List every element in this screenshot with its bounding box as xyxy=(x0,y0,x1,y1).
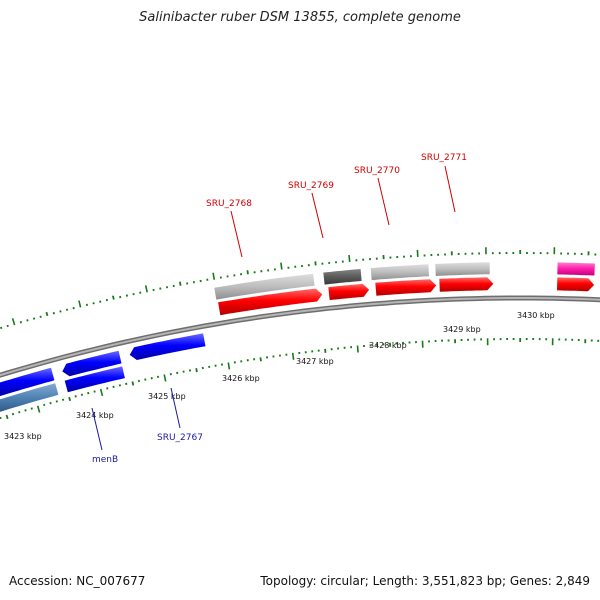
minor-tick xyxy=(65,308,69,311)
gene-label: SRU_2768 xyxy=(206,199,252,209)
major-tick xyxy=(144,285,148,293)
gene-feature xyxy=(435,262,490,276)
scale-label: 3423 kbp xyxy=(4,432,42,441)
minor-tick xyxy=(45,311,49,317)
map-title: Salinibacter ruber DSM 13855, complete g… xyxy=(139,10,461,25)
minor-tick xyxy=(179,281,182,286)
lower-tick-ring xyxy=(0,338,600,420)
minor-tick xyxy=(246,270,249,275)
label-leader xyxy=(311,192,324,239)
minor-tick xyxy=(39,315,42,318)
major-tick xyxy=(348,254,351,262)
minor-tick xyxy=(112,295,115,300)
gene-feature xyxy=(64,366,125,393)
reverse-cds-arrow xyxy=(62,350,122,377)
forward-cds-arrow xyxy=(439,277,494,292)
major-tick xyxy=(227,362,231,370)
minor-tick xyxy=(0,416,2,420)
scale-label: 3424 kbp xyxy=(76,411,114,420)
label-leader xyxy=(170,387,181,429)
gene-label: SRU_2769 xyxy=(288,181,334,191)
minor-tick xyxy=(0,326,3,330)
backbone-line xyxy=(0,297,600,377)
minor-tick xyxy=(49,401,52,405)
topology-text: Topology: circular; Length: 3,551,823 bp… xyxy=(260,574,590,588)
minor-tick xyxy=(85,303,89,307)
minor-tick xyxy=(19,320,22,324)
scale-label: 3425 kbp xyxy=(148,392,186,401)
minor-tick xyxy=(68,396,72,402)
gene-feature xyxy=(323,269,362,285)
minor-tick xyxy=(72,306,75,310)
minor-tick xyxy=(125,382,128,386)
minor-tick xyxy=(26,319,29,322)
minor-tick xyxy=(43,403,46,407)
gene-labels: SRU_2768 SRU_2769 SRU_2770 SRU_2771 menB… xyxy=(91,153,467,465)
reverse-cds-arrow xyxy=(0,367,55,397)
minor-tick xyxy=(52,311,55,315)
major-tick xyxy=(11,318,16,326)
forward-cds-arrow xyxy=(557,277,595,292)
minor-tick xyxy=(32,317,36,320)
gene-label: menB xyxy=(92,455,118,465)
major-tick xyxy=(212,272,216,280)
minor-tick xyxy=(55,400,58,403)
scale-label: 3427 kbp xyxy=(296,357,334,366)
scale-label: 3426 kbp xyxy=(222,374,260,383)
upper-tick-ring xyxy=(0,247,597,330)
label-leader xyxy=(230,210,243,258)
gene-label: SRU_2770 xyxy=(354,166,400,176)
minor-tick xyxy=(5,414,9,420)
major-tick xyxy=(280,262,283,270)
gene-label: SRU_2767 xyxy=(157,433,203,443)
minor-tick xyxy=(11,412,15,416)
minor-tick xyxy=(87,391,90,395)
gene-feature xyxy=(0,383,59,412)
accession-text: Accession: NC_007677 xyxy=(9,574,146,588)
label-leader xyxy=(91,407,103,451)
major-tick xyxy=(356,345,359,353)
label-leader xyxy=(377,177,390,226)
gene-feature xyxy=(370,264,429,281)
minor-tick xyxy=(6,324,9,328)
reverse-cds-arrow xyxy=(129,333,206,360)
minor-tick xyxy=(106,387,109,390)
forward-cds-arrow xyxy=(328,283,370,301)
minor-tick xyxy=(59,310,62,313)
minor-tick xyxy=(80,393,84,396)
label-leader xyxy=(444,165,456,213)
major-tick xyxy=(163,374,167,382)
gene-feature xyxy=(557,262,595,276)
gene-feature xyxy=(214,273,315,300)
scale-label: 3428 kbp xyxy=(369,341,407,350)
minor-tick xyxy=(259,357,262,362)
minor-tick xyxy=(18,411,21,414)
minor-tick xyxy=(112,385,115,389)
minor-tick xyxy=(195,368,198,373)
minor-tick xyxy=(131,381,135,386)
gene-label: SRU_2771 xyxy=(421,153,467,163)
minor-tick xyxy=(99,300,102,303)
forward-cds-arrow xyxy=(375,279,437,296)
scale-label: 3430 kbp xyxy=(517,311,555,320)
genome-backbone xyxy=(0,295,600,378)
major-tick xyxy=(99,388,104,396)
minor-tick xyxy=(30,407,33,410)
minor-tick xyxy=(156,375,160,379)
forward-cds-arrow xyxy=(218,288,323,316)
minor-tick xyxy=(24,409,27,412)
major-tick xyxy=(36,405,41,413)
minor-tick xyxy=(74,395,77,398)
feature-layer xyxy=(0,262,595,412)
scale-label: 3429 kbp xyxy=(443,325,481,334)
minor-tick xyxy=(61,398,65,401)
scale-labels: 3423 kbp 3424 kbp 3425 kbp 3426 kbp 3427… xyxy=(4,311,555,441)
major-tick xyxy=(78,300,82,308)
minor-tick xyxy=(137,379,141,383)
major-tick xyxy=(291,352,295,360)
